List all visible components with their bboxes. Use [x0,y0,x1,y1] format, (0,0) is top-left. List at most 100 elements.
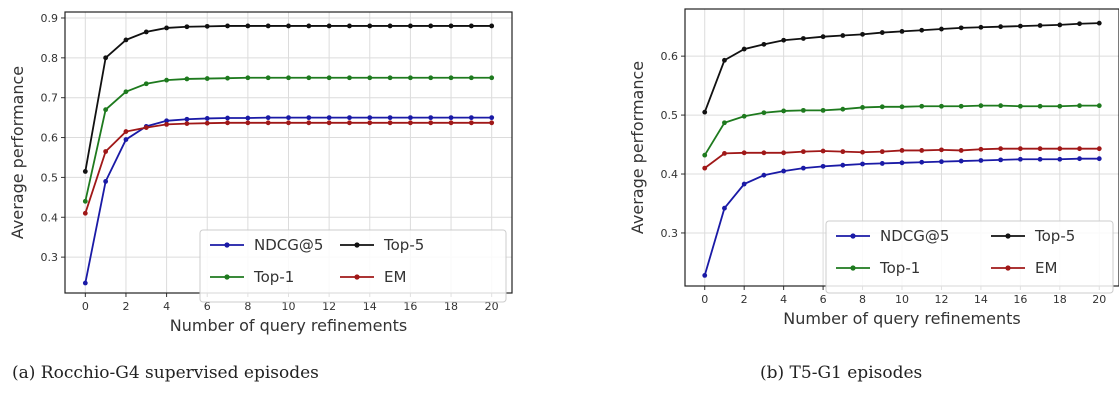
data-point [1057,146,1063,152]
data-point [761,41,767,47]
data-point [408,23,413,29]
series-ndcg-5 [702,156,1102,278]
legend-label: NDCG@5 [254,236,323,254]
data-point [428,120,434,126]
x-tick-label: 20 [1092,293,1106,306]
legend-label: Top-5 [1034,227,1075,245]
data-point [225,23,230,29]
data-point [204,76,210,81]
chart-t5-g1: 0 2 4 6 8 10 12 14 16 18 20 0.3 0.4 0.5 0.6 Number of q… [628,8,1119,328]
data-point [387,75,393,81]
data-point [123,129,129,134]
data-point [860,105,865,110]
data-point [781,168,787,174]
legend-marker [1005,233,1011,239]
x-tick-label: 2 [122,300,129,313]
legend-label: EM [384,268,406,286]
data-point [286,120,291,126]
data-point [1057,156,1063,162]
data-point [1077,146,1082,152]
legend-marker [224,242,230,248]
data-point [840,149,846,155]
data-point [820,34,826,40]
data-point [1037,103,1043,109]
data-point [978,158,984,163]
y-tick-label: 0.6 [661,50,679,63]
data-point [489,75,495,81]
y-tick-label: 0.5 [41,171,59,184]
y-tick-label: 0.5 [661,109,679,122]
data-point [367,115,373,121]
y-tick-label: 0.9 [41,12,59,25]
data-point [265,115,271,121]
x-tick-label: 6 [820,293,827,306]
legend-label: Top-1 [253,268,294,286]
y-tick-label: 0.4 [41,211,59,224]
data-point [204,23,210,29]
data-point [489,23,495,29]
x-tick-label: 14 [363,300,377,313]
data-point [800,107,806,113]
data-point [408,115,413,121]
x-tick-label: 16 [403,300,417,313]
data-point [306,115,312,121]
series-ndcg-5 [82,115,495,286]
x-tick-label: 6 [204,300,211,313]
x-tick-label: 14 [974,293,988,306]
data-point [820,148,826,154]
y-tick-label: 0.3 [41,251,59,264]
series-top-5 [82,23,495,174]
x-tick-label: 8 [244,300,251,313]
data-point [939,147,944,153]
data-point [164,77,169,83]
caption-t5: (b) T5-G1 episodes [760,363,923,383]
x-tick-label: 4 [163,300,170,313]
data-point [286,115,291,121]
y-axis-label: Average performance [628,61,647,234]
data-point [879,104,885,110]
x-tick-label: 18 [444,300,458,313]
data-point [1017,23,1023,29]
data-point [761,110,767,116]
data-point [428,23,434,29]
data-point [702,152,708,158]
data-point [387,115,393,121]
data-point [702,272,708,278]
data-point [103,178,109,184]
y-tick-label: 0.6 [41,132,59,145]
data-point [919,103,925,109]
data-point [840,33,846,38]
data-point [448,75,454,81]
data-point [978,103,984,109]
data-point [143,125,149,130]
legend-label: EM [1035,259,1057,277]
data-point [367,23,373,29]
data-point [103,107,109,113]
data-point [286,23,291,29]
caption-rocchio: (a) Rocchio-G4 supervised episodes [12,363,319,383]
legend-marker [850,233,856,239]
data-point [184,121,190,127]
data-point [958,158,964,164]
data-point [939,159,944,165]
data-point [1057,103,1063,109]
data-point [1096,103,1102,109]
data-point [722,57,727,63]
data-point [306,75,312,81]
data-point [998,146,1004,152]
data-point [1037,23,1043,28]
data-point [204,116,210,121]
data-point [919,148,925,153]
data-point [306,23,312,29]
legend-marker [354,274,360,280]
data-point [245,120,251,126]
data-point [245,23,251,29]
x-tick-label: 18 [1053,293,1067,306]
data-point [347,75,352,81]
data-point [761,172,767,178]
data-point [860,31,865,37]
data-point [245,75,251,81]
data-point [800,149,806,155]
data-point [468,115,474,121]
data-point [958,148,964,153]
